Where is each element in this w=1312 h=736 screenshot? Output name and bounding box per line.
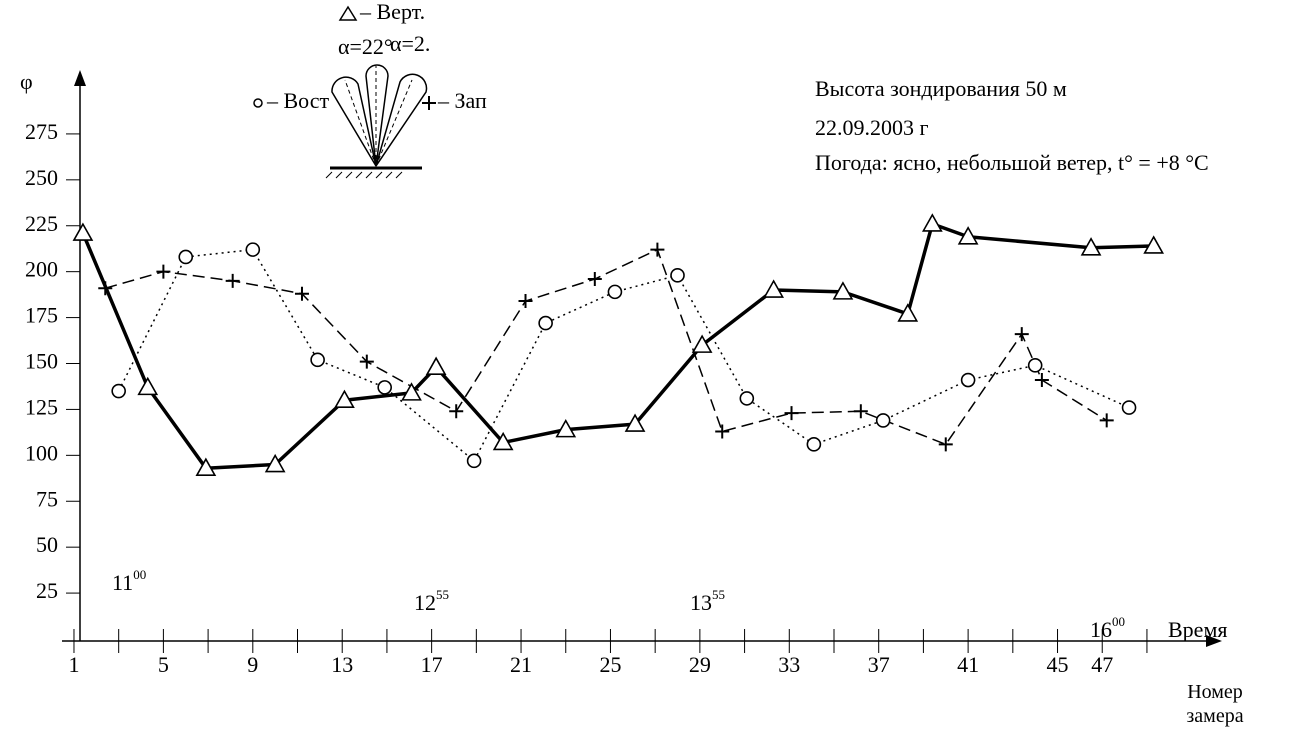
marker <box>112 385 125 398</box>
series-line <box>105 250 1106 445</box>
x-tick-label: 21 <box>510 652 532 677</box>
time-annotation: 1255 <box>414 587 449 615</box>
time-annotation: 1100 <box>112 567 146 595</box>
marker <box>427 358 445 374</box>
marker <box>923 215 941 231</box>
marker <box>1123 401 1136 414</box>
x-tick-label: 9 <box>247 652 258 677</box>
legend-label: – Вост <box>266 88 329 113</box>
y-tick-label: 25 <box>36 578 58 603</box>
time-annotation: 1600 <box>1090 614 1125 642</box>
legend-label: – Верт. <box>359 0 425 24</box>
marker <box>608 285 621 298</box>
info: 22.09.2003 г <box>815 115 929 140</box>
marker <box>179 250 192 263</box>
y-tick-label: 200 <box>25 257 58 282</box>
marker <box>785 406 799 420</box>
marker <box>468 454 481 467</box>
y-tick-label: 275 <box>25 119 58 144</box>
x-tick-label: 25 <box>599 652 621 677</box>
marker <box>226 274 240 288</box>
minute: 55 <box>712 587 725 602</box>
x-tick-label: 41 <box>957 652 979 677</box>
x-tick-label: 5 <box>158 652 169 677</box>
marker <box>246 243 259 256</box>
info: Высота зондирования 50 м <box>815 76 1067 101</box>
y-axis-arrow <box>74 70 86 86</box>
info: Погода: ясно, небольшой ветер, t° = +8 °… <box>815 150 1209 175</box>
marker <box>740 392 753 405</box>
marker <box>671 269 684 282</box>
x-tick-label: 17 <box>421 652 443 677</box>
minute: 00 <box>1112 614 1125 629</box>
x-axis-label: Номер замера <box>1180 680 1250 728</box>
marker <box>588 272 602 286</box>
hour: 12 <box>414 590 436 615</box>
marker <box>156 265 170 279</box>
marker <box>311 353 324 366</box>
y-tick-label: 250 <box>25 165 58 190</box>
y-tick-label: 50 <box>36 532 58 557</box>
angle-label: α=22° <box>338 34 393 59</box>
y-tick-label: 100 <box>25 440 58 465</box>
hour: 13 <box>690 590 712 615</box>
marker <box>1029 359 1042 372</box>
angle-label: α=2. <box>390 31 430 56</box>
page: – Верт. – Вост – Зап α=22° α=2. φ Высота… <box>0 0 1312 736</box>
marker <box>650 243 664 257</box>
series-line <box>119 250 1129 461</box>
marker <box>74 224 92 240</box>
y-tick-label: 175 <box>25 303 58 328</box>
y-tick-label: 75 <box>36 486 58 511</box>
x-tick-label: 33 <box>778 652 800 677</box>
legend-label: – Зап <box>437 88 487 113</box>
y-tick-label: 225 <box>25 211 58 236</box>
y-axis-label: φ <box>20 69 33 94</box>
marker <box>519 294 533 308</box>
hour: 11 <box>112 570 133 595</box>
time-annotation: 1355 <box>690 587 725 615</box>
marker <box>1100 413 1114 427</box>
y-tick-label: 150 <box>25 349 58 374</box>
x-tick-label: 47 <box>1091 652 1113 677</box>
marker <box>1035 373 1049 387</box>
y-tick-label: 125 <box>25 394 58 419</box>
marker <box>378 381 391 394</box>
marker <box>939 437 953 451</box>
marker <box>449 404 463 418</box>
marker <box>539 317 552 330</box>
marker <box>715 424 729 438</box>
hour: 16 <box>1090 617 1112 642</box>
x-tick-label: 1 <box>68 652 79 677</box>
x-tick-label: 13 <box>331 652 353 677</box>
time-label: Время <box>1168 617 1227 642</box>
marker <box>139 378 157 394</box>
chart: – Верт. – Вост – Зап α=22° α=2. φ Высота… <box>0 0 1312 736</box>
marker <box>807 438 820 451</box>
marker <box>877 414 890 427</box>
minute: 00 <box>133 567 146 582</box>
x-tick-label: 37 <box>868 652 890 677</box>
minute: 55 <box>436 587 449 602</box>
marker <box>360 355 374 369</box>
series-line <box>83 224 1154 468</box>
marker <box>854 404 868 418</box>
x-tick-label: 45 <box>1047 652 1069 677</box>
marker <box>1015 327 1029 341</box>
x-tick-label: 29 <box>689 652 711 677</box>
marker <box>962 374 975 387</box>
